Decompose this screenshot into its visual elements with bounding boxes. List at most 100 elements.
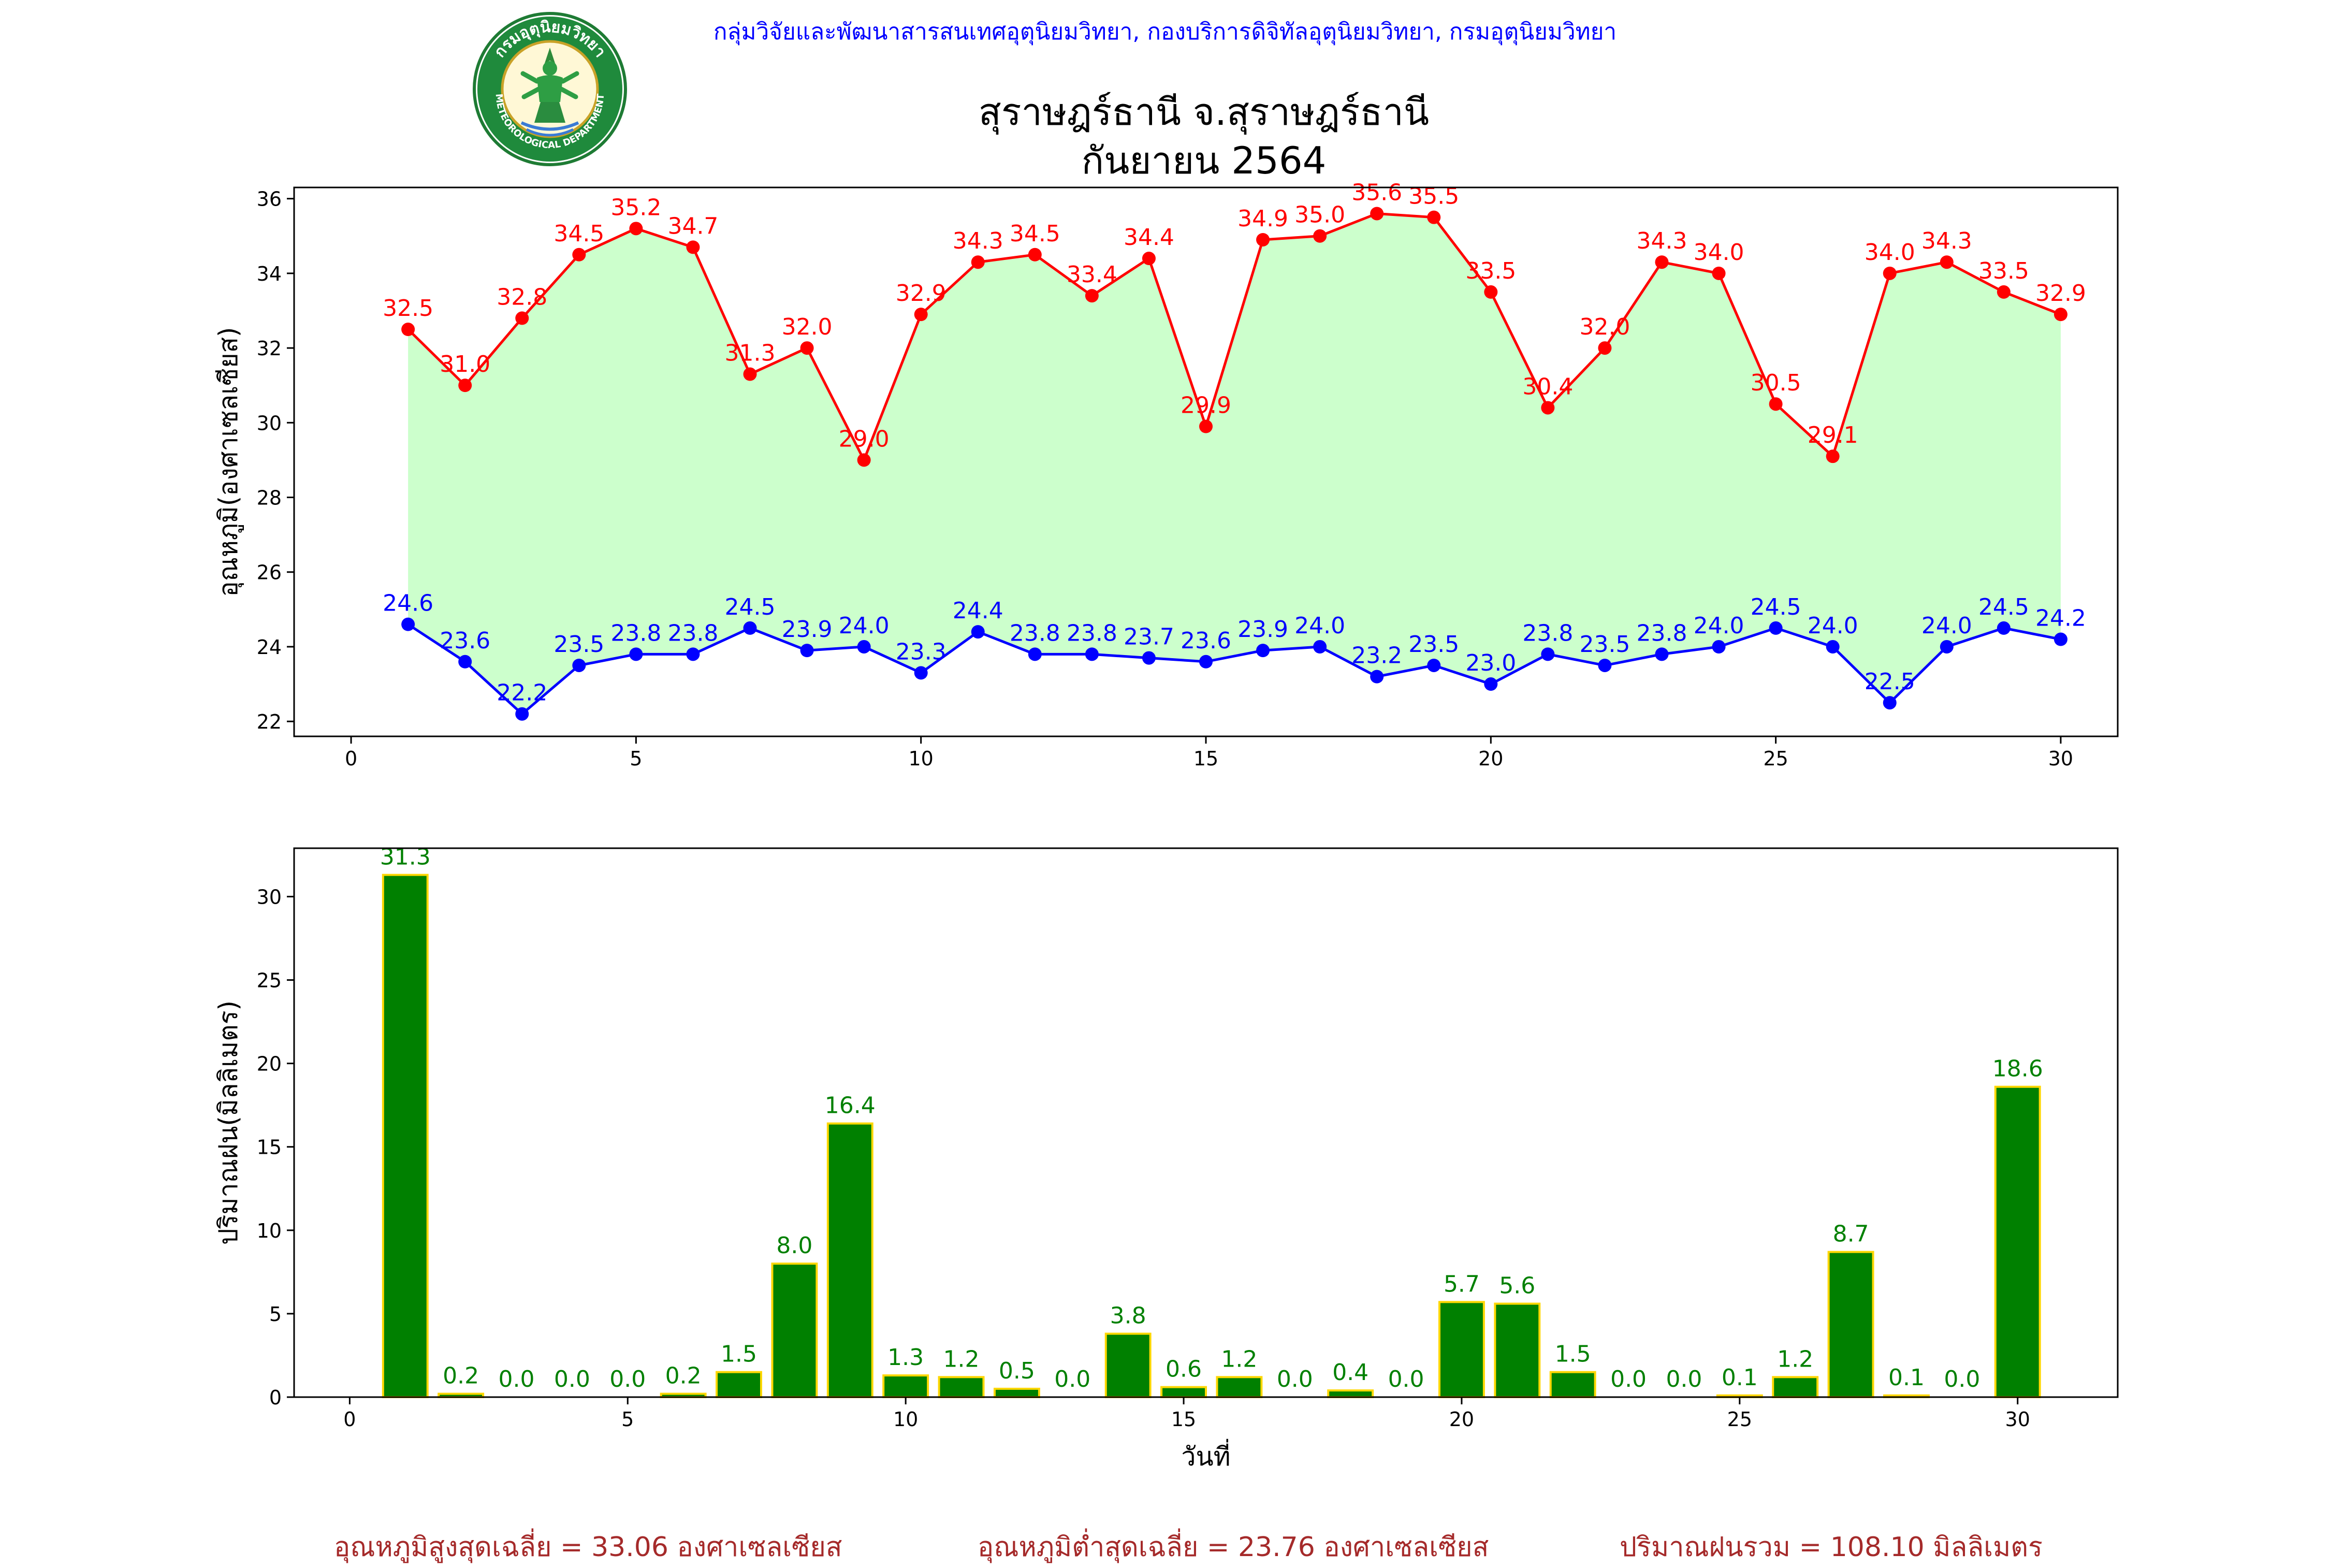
temperature-range-fill <box>408 213 2061 714</box>
chart-title-month: กันยายน 2564 <box>1081 139 1327 182</box>
rain-bar <box>1327 1389 1374 1399</box>
rain-bar-label: 0.1 <box>1888 1364 1925 1391</box>
rainfall-y-tick-label: 30 <box>257 885 282 908</box>
min-temp-label: 23.5 <box>1579 631 1630 658</box>
max-temp-point <box>572 248 586 262</box>
rainfall-y-tick-label: 0 <box>269 1386 282 1409</box>
min-temp-label: 24.5 <box>725 594 776 620</box>
rain-bar-label: 0.2 <box>443 1363 479 1389</box>
min-temp-point <box>1655 647 1669 661</box>
min-temp-label: 23.5 <box>1408 631 1459 658</box>
rain-bar-label: 1.2 <box>943 1346 980 1372</box>
rain-bar <box>1104 1332 1152 1398</box>
max-temp-label: 34.5 <box>1010 221 1060 247</box>
max-temp-line <box>407 212 2061 463</box>
max-temp-point <box>2054 308 2067 322</box>
temperature-y-tick-label: 22 <box>257 710 282 733</box>
min-temp-point <box>971 625 985 639</box>
rain-bar-label: 0.5 <box>999 1358 1035 1384</box>
rain-bar <box>1772 1376 1819 1399</box>
max-temp-point <box>1028 248 1042 262</box>
rain-bar <box>882 1374 929 1398</box>
max-temp-point <box>401 323 415 337</box>
max-temp-point <box>515 311 529 325</box>
min-temp-point <box>572 658 586 672</box>
rain-bar <box>716 1371 762 1398</box>
temperature-y-tick-label: 28 <box>257 487 282 510</box>
max-temp-point <box>857 453 871 467</box>
max-temp-label: 32.5 <box>383 295 433 322</box>
min-temp-label: 23.3 <box>896 638 946 665</box>
min-temp-label: 24.0 <box>839 613 890 639</box>
min-temp-point <box>914 666 928 680</box>
max-temp-label: 29.1 <box>1808 422 1858 448</box>
rain-bar <box>1827 1251 1874 1398</box>
organization-header: กลุ่มวิจัยและพัฒนาสารสนเทศอุตุนิยมวิทยา,… <box>713 19 1617 45</box>
temperature-y-tick-label: 34 <box>257 263 282 285</box>
max-temp-label: 35.0 <box>1294 202 1345 228</box>
max-temp-point <box>1085 289 1099 303</box>
min-temp-point <box>1142 651 1156 665</box>
max-temp-label: 33.5 <box>1465 258 1516 284</box>
max-temp-label: 33.4 <box>1067 262 1117 288</box>
min-temp-point <box>629 647 643 661</box>
min-temp-label: 22.5 <box>1865 669 1915 695</box>
max-temp-point <box>1256 233 1270 246</box>
min-temp-label: 24.0 <box>1294 613 1345 639</box>
min-temp-point <box>1712 640 1726 654</box>
temperature-y-tick-label: 32 <box>257 337 282 360</box>
rainfall-y-tick-label: 10 <box>257 1219 282 1242</box>
min-temp-point <box>1484 677 1498 691</box>
max-temp-point <box>1655 255 1669 269</box>
min-temp-label: 23.8 <box>1637 620 1687 646</box>
max-temp-point <box>1427 210 1441 224</box>
min-temp-point <box>515 707 529 721</box>
rain-bar-label: 0.0 <box>1610 1366 1647 1392</box>
min-temp-label: 23.6 <box>440 628 490 654</box>
min-temp-point <box>1769 621 1783 635</box>
max-temp-point <box>1712 266 1726 280</box>
rain-bar-label: 1.3 <box>887 1344 924 1371</box>
max-temp-label: 34.3 <box>953 228 1003 254</box>
temperature-y-tick-label: 26 <box>257 561 282 584</box>
rainfall-x-tick-label: 20 <box>1449 1408 1474 1431</box>
rainfall-x-tick-label: 0 <box>343 1408 356 1431</box>
rain-bar-label: 0.0 <box>1944 1366 1980 1392</box>
temperature-x-tick-label: 0 <box>345 747 357 770</box>
min-temp-label: 24.0 <box>1808 613 1858 639</box>
temperature-x-tick-label: 30 <box>2048 747 2073 770</box>
rain-bar-label: 0.4 <box>1332 1359 1368 1386</box>
min-temp-point <box>1028 647 1042 661</box>
rain-bar-label: 0.0 <box>1666 1366 1702 1392</box>
rain-bar <box>1994 1085 2041 1398</box>
temperature-x-tick-label: 5 <box>630 747 642 770</box>
rain-bar-label: 5.6 <box>1499 1273 1535 1299</box>
rainfall-y-tick-label: 5 <box>269 1303 282 1326</box>
min-temp-label: 24.6 <box>383 590 433 617</box>
max-temp-point <box>1142 252 1156 266</box>
footer-total-rain: ปริมาณฝนรวม = 108.10 มิลลิเมตร <box>1620 1532 2043 1563</box>
rain-bar-label: 1.2 <box>1221 1346 1257 1372</box>
max-temp-label: 32.9 <box>2035 280 2086 307</box>
temperature-y-axis-label: อุณหภูมิ(องศาเซลเซียส) <box>213 327 244 597</box>
min-temp-point <box>401 617 415 631</box>
rain-bar <box>1160 1386 1207 1399</box>
min-temp-label: 23.8 <box>667 620 718 646</box>
rainfall-chart: 31.30.2 0.0 0.0 0.0 0.21.58.016.41.3 1.2 0.5 0.… <box>213 844 2119 1472</box>
max-temp-label: 35.2 <box>610 194 661 221</box>
rainfall-y-tick-label: 20 <box>257 1053 282 1076</box>
max-temp-label: 33.5 <box>1978 258 2029 284</box>
min-temp-label: 22.2 <box>497 680 547 706</box>
min-temp-label: 23.8 <box>610 620 661 646</box>
rain-bar <box>993 1387 1040 1399</box>
rain-bar-label: 0.0 <box>1277 1366 1313 1392</box>
max-temp-label: 29.9 <box>1181 392 1231 418</box>
max-temp-label: 31.0 <box>440 351 490 378</box>
rainfall-x-tick-label: 5 <box>621 1408 634 1431</box>
min-temp-label: 24.5 <box>1751 594 1801 620</box>
max-temp-label: 32.0 <box>1579 314 1630 340</box>
min-temp-point <box>1940 640 1954 654</box>
max-temp-point <box>1997 285 2011 299</box>
rain-bar-label: 16.4 <box>825 1093 876 1119</box>
